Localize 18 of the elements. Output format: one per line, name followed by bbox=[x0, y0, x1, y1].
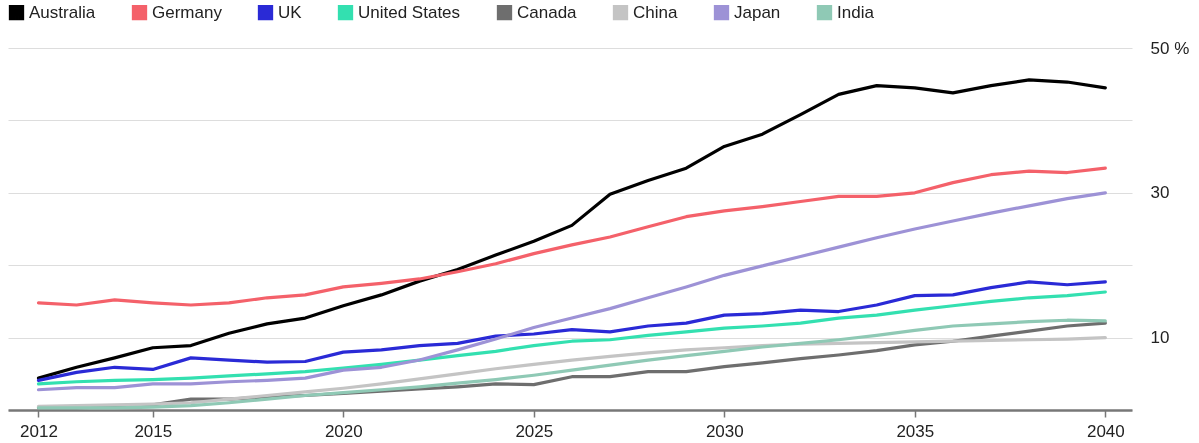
x-tick-label: 2025 bbox=[515, 421, 554, 441]
legend-label: Germany bbox=[152, 2, 223, 22]
legend-label: UK bbox=[278, 2, 303, 22]
x-tick-label: 2012 bbox=[20, 421, 58, 441]
legend-label: United States bbox=[358, 2, 461, 22]
y-tick-label: 50 % bbox=[1150, 38, 1190, 58]
x-tick-label: 2020 bbox=[324, 421, 363, 441]
legend-label: Japan bbox=[734, 2, 781, 22]
x-tick-label: 2030 bbox=[705, 421, 744, 441]
x-tick-label: 2015 bbox=[134, 421, 173, 441]
x-tick-label: 2040 bbox=[1086, 421, 1125, 441]
legend-label: China bbox=[633, 2, 678, 22]
y-tick-label: 10 bbox=[1150, 328, 1170, 348]
legend-label: Canada bbox=[517, 2, 578, 22]
y-tick-label: 30 bbox=[1150, 183, 1170, 203]
legend-label: Australia bbox=[29, 2, 96, 22]
x-tick-label: 2035 bbox=[896, 421, 935, 441]
legend-label: India bbox=[837, 2, 875, 22]
